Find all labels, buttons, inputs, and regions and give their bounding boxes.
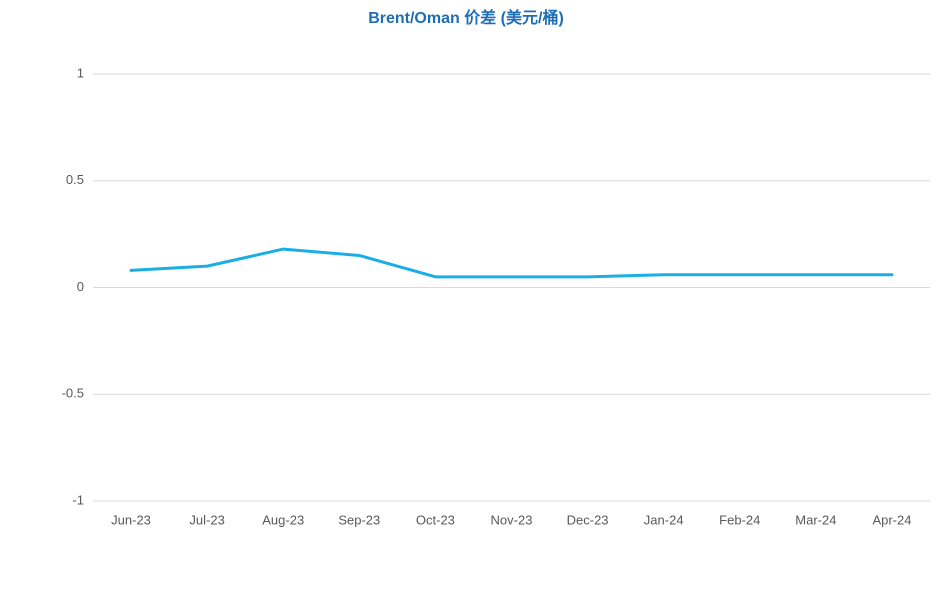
data-line	[129, 247, 894, 279]
x-tick-label: Feb-24	[719, 512, 760, 527]
x-tick-label: Mar-24	[795, 512, 836, 527]
x-tick-label: Apr-24	[872, 512, 911, 527]
x-tick-label: Nov-23	[491, 512, 533, 527]
x-tick-label: Dec-23	[567, 512, 609, 527]
x-tick-label: Aug-23	[262, 512, 304, 527]
y-tick-label: 0	[77, 279, 84, 294]
x-tick-label: Oct-23	[416, 512, 455, 527]
x-tick-label: Jun-23	[111, 512, 151, 527]
y-tick-label: -0.5	[62, 386, 84, 401]
chart-title: Brent/Oman 价差 (美元/桶)	[368, 8, 564, 27]
x-tick-label: Jul-23	[189, 512, 224, 527]
y-tick-label: 0.5	[66, 172, 84, 187]
y-tick-label: 1	[77, 65, 84, 80]
x-tick-label: Sep-23	[338, 512, 380, 527]
x-tick-label: Jan-24	[644, 512, 684, 527]
y-tick-label: -1	[72, 492, 84, 507]
